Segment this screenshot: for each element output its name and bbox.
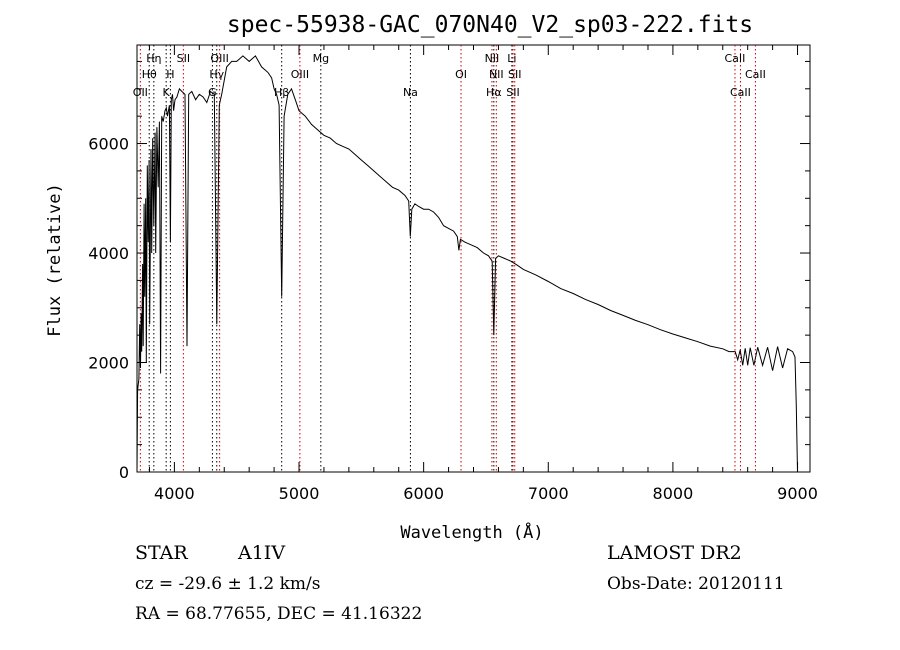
line-label: OIII bbox=[210, 52, 228, 65]
axis-ticks: 4000 5000 6000 7000 8000 9000 0 2000 4000 6000 bbox=[88, 45, 818, 503]
x-tick-label: 8000 bbox=[653, 484, 694, 503]
spectral-class: A1IV bbox=[238, 542, 286, 564]
x-tick-label: 7000 bbox=[528, 484, 569, 503]
line-label: OI bbox=[455, 68, 467, 81]
line-label: Mg bbox=[313, 52, 329, 65]
y-tick-label: 6000 bbox=[88, 135, 129, 154]
x-tick-label: 4000 bbox=[154, 484, 195, 503]
spectral-line-labels: OIIHθHηKHSIIGHγOIIIHβOIIIMgNaOINIIHαNIIS… bbox=[133, 52, 766, 99]
line-label: Hθ bbox=[142, 68, 157, 81]
line-label: Li bbox=[507, 52, 516, 65]
line-label: NII bbox=[485, 52, 500, 65]
object-type: STAR bbox=[135, 542, 188, 564]
y-tick-label: 2000 bbox=[88, 354, 129, 373]
obs-date: Obs-Date: 20120111 bbox=[607, 574, 785, 594]
flux-series bbox=[136, 55, 798, 473]
line-label: Hη bbox=[146, 52, 161, 65]
line-label: SII bbox=[508, 68, 521, 81]
line-label: Hα bbox=[486, 86, 502, 99]
line-label: NII bbox=[489, 68, 504, 81]
x-axis-label: Wavelength (Å) bbox=[400, 523, 544, 543]
line-label: Na bbox=[403, 86, 418, 99]
y-tick-label: 0 bbox=[119, 463, 129, 482]
flux-line bbox=[136, 55, 798, 473]
plot-border bbox=[136, 44, 811, 473]
line-label: SII bbox=[177, 52, 190, 65]
line-label: CaII bbox=[745, 68, 766, 81]
chart-title: spec-55938-GAC_070N40_V2_sp03-222.fits bbox=[226, 12, 754, 38]
line-label: OII bbox=[133, 86, 148, 99]
x-tick-label: 5000 bbox=[279, 484, 320, 503]
y-tick-label: 4000 bbox=[88, 244, 129, 263]
line-label: CaII bbox=[725, 52, 746, 65]
line-label: SII bbox=[506, 86, 519, 99]
line-label: Hβ bbox=[274, 86, 289, 99]
plot-frame bbox=[136, 44, 811, 473]
redshift-cz: cz = -29.6 ± 1.2 km/s bbox=[135, 574, 321, 594]
ra-dec: RA = 68.77655, DEC = 41.16322 bbox=[135, 604, 423, 624]
spectral-line-markers bbox=[139, 45, 756, 472]
line-label: H bbox=[166, 68, 174, 81]
y-axis-label: Flux (relative) bbox=[45, 183, 65, 337]
line-label: Hγ bbox=[209, 68, 224, 81]
line-label: CaII bbox=[730, 86, 751, 99]
line-label: K bbox=[163, 86, 171, 99]
survey-name: LAMOST DR2 bbox=[607, 542, 742, 564]
x-tick-label: 6000 bbox=[403, 484, 444, 503]
x-tick-label: 9000 bbox=[777, 484, 818, 503]
line-label: OIII bbox=[291, 68, 309, 81]
